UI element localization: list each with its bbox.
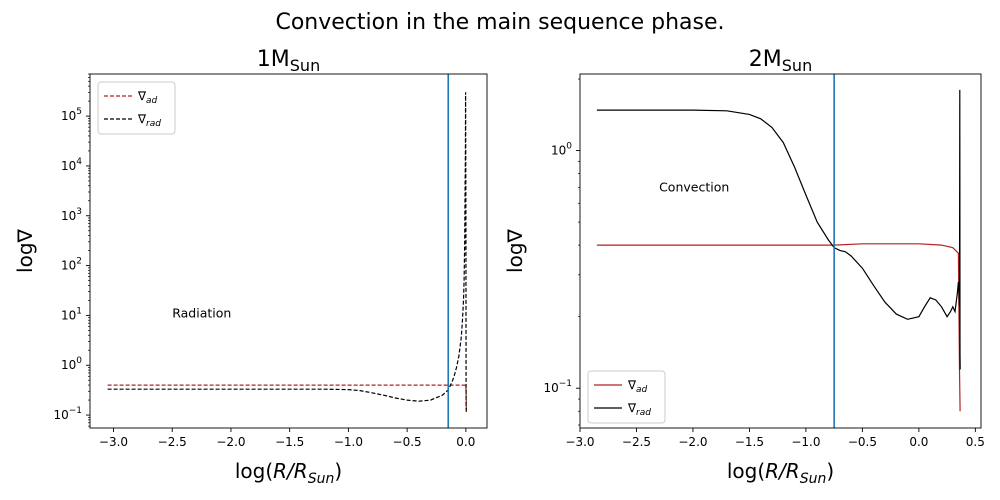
y-tick-base: 10 [543,381,558,395]
y-tick-base: 10 [61,109,76,123]
y-tick-base: 10 [61,209,76,223]
legend-entry-sub: ad [146,96,158,106]
y-tick-base: 10 [61,159,76,173]
x-tick-label: −1.5 [275,435,304,449]
legend-entry-symbol: ∇ [627,401,637,415]
legend-entry-sub: rad [636,408,651,418]
y-tick-label: 100 [61,356,82,372]
x-tick-label: 0.5 [966,435,985,449]
legend-entry-symbol: ∇ [137,89,147,103]
legend-entry-sub: ad [636,385,648,395]
series-line-ad [596,243,961,412]
x-tick-label: −3.0 [99,435,128,449]
y-axis-label: log∇ [13,228,37,272]
legend-entry-symbol: ∇ [627,378,637,392]
panel-title-main: 1M [257,47,290,72]
y-tick-label: 10−1 [543,379,572,395]
x-tick-label: −3.0 [565,435,594,449]
x-tick-label: −2.5 [622,435,651,449]
legend-box: ∇ad∇rad [587,370,666,424]
x-axis-label-suffix: ) [334,459,342,483]
x-tick-label: −2.0 [678,435,707,449]
x-axis-label: log(R/RSun) [235,459,342,487]
x-tick-label: −0.5 [393,435,422,449]
y-axis-label: log∇ [503,228,527,272]
legend-entry-ad: ∇ad [137,89,158,106]
legend-entry-rad: ∇rad [627,401,651,418]
x-tick-label: −0.5 [848,435,877,449]
panel-title: 2MSun [749,47,812,75]
panel-title: 1MSun [257,47,320,75]
x-tick-label: 0.0 [456,435,475,449]
y-tick-exp: 3 [76,207,82,217]
y-tick-exp: 2 [76,257,82,267]
legend-entry-rad: ∇rad [137,112,161,129]
x-axis-label-prefix: log( [235,459,273,483]
series-line-ad [107,384,467,410]
y-tick-exp: 4 [76,157,82,167]
legend-entry-symbol: ∇ [137,112,147,126]
x-axis-label-sub: Sun [800,471,827,487]
axes-frame [89,73,488,429]
x-axis-label-suffix: ) [826,459,834,483]
y-tick-base: 10 [61,358,76,372]
legend-entry-sub: rad [146,119,161,129]
legend-frame [587,370,666,424]
y-tick-label: 103 [61,207,82,223]
y-tick-label: 102 [61,257,82,273]
legend-entry-ad: ∇ad [627,378,648,395]
figure-title: Convection in the main sequence phase. [275,10,724,35]
y-tick-exp: 0 [566,142,572,152]
panel-title-main: 2M [749,47,782,72]
x-tick-label: −2.5 [158,435,187,449]
panel-title-sub: Sun [290,56,320,75]
annotation-label: Convection [659,179,729,194]
y-tick-exp: 5 [76,107,82,117]
x-tick-label: −1.5 [735,435,764,449]
legend-box: ∇ad∇rad [97,81,176,135]
y-tick-label: 105 [61,107,82,123]
y-tick-exp: 0 [76,356,82,366]
x-axis-label-prefix: log( [727,459,765,483]
y-tick-base: 10 [551,144,566,158]
x-tick-label: −2.0 [216,435,245,449]
x-axis-label-sub: Sun [308,471,335,487]
y-tick-label: 10−1 [53,406,82,422]
legend-frame [97,81,176,135]
x-tick-label: 0.0 [909,435,928,449]
x-axis-label: log(R/RSun) [727,459,834,487]
y-tick-label: 104 [61,157,82,173]
y-tick-base: 10 [61,308,76,322]
y-tick-base: 10 [61,259,76,273]
y-tick-label: 100 [551,142,572,158]
y-tick-base: 10 [53,408,68,422]
y-tick-exp: 1 [76,306,82,316]
series-line-rad [107,92,467,414]
axes-frame [579,73,982,429]
x-tick-label: −1.0 [791,435,820,449]
y-tick-exp: −1 [69,406,82,416]
annotation-label: Radiation [172,305,231,320]
series-line-rad [596,89,961,370]
x-tick-label: −1.0 [334,435,363,449]
panel-title-sub: Sun [782,56,812,75]
x-axis-label-var: R/R [273,459,308,483]
x-axis-label-var: R/R [765,459,800,483]
y-tick-exp: −1 [559,379,572,389]
y-tick-label: 101 [61,306,82,322]
